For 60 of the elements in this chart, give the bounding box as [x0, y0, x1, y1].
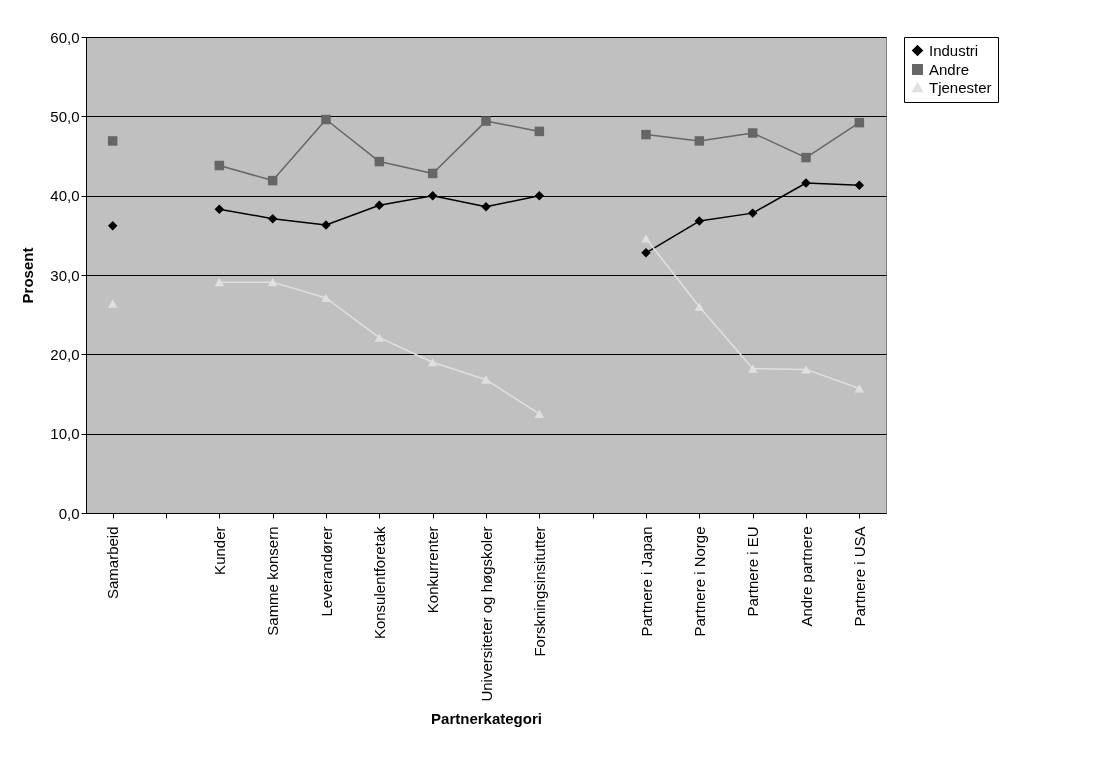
- x-tick-label: Partnere i EU: [744, 526, 762, 617]
- point: [534, 190, 545, 201]
- point: [481, 116, 491, 126]
- x-axis-title: Partnerkategori: [431, 709, 542, 727]
- x-tick-label: Kunder: [210, 526, 228, 575]
- point: [427, 358, 438, 367]
- point: [214, 160, 225, 171]
- legend-label: Industri: [929, 41, 979, 59]
- point: [801, 152, 811, 163]
- x-tick-label: Konkurrenter: [424, 526, 442, 614]
- point: [374, 156, 385, 167]
- point: [747, 128, 758, 138]
- point: [321, 293, 331, 303]
- point: [427, 190, 438, 201]
- point: [321, 114, 331, 125]
- x-tick-label: Universiteter og høgskoler: [477, 526, 495, 702]
- x-tick-label: Samme konsern: [264, 526, 282, 636]
- point: [641, 129, 651, 140]
- y-tick-label: 60,0: [50, 28, 80, 46]
- x-tick-label: Partnere i Norge: [690, 526, 708, 637]
- y-tick-label: 30,0: [50, 266, 80, 284]
- x-tick-label: Leverandører: [317, 526, 335, 617]
- x-tick-label: Konsulentforetak: [370, 526, 388, 640]
- point: [641, 234, 651, 243]
- point: [374, 200, 385, 210]
- y-tick-label: 50,0: [50, 107, 80, 125]
- point: [854, 117, 865, 128]
- legend-label: Tjenester: [929, 78, 992, 96]
- point: [427, 168, 438, 179]
- x-tick-label: Andre partnere: [797, 526, 815, 627]
- legend-label: Andre: [929, 60, 970, 78]
- point: [107, 221, 118, 231]
- point: [267, 278, 278, 287]
- point: [694, 216, 705, 226]
- y-tick-label: 10,0: [50, 425, 80, 443]
- point: [107, 136, 118, 146]
- point: [267, 175, 278, 186]
- point: [107, 299, 118, 308]
- point: [854, 180, 865, 191]
- point: [747, 364, 758, 373]
- x-tick-label: Partnere i USA: [850, 526, 868, 627]
- point: [534, 409, 545, 418]
- x-tick-label: Partnere i Japan: [637, 526, 655, 637]
- point: [214, 204, 225, 214]
- y-tick-label: 40,0: [50, 187, 80, 205]
- point: [694, 136, 705, 146]
- point: [374, 333, 385, 342]
- x-tick-label: Forskningsinsitutter: [530, 526, 548, 657]
- point: [747, 208, 758, 218]
- point: [694, 302, 705, 311]
- point: [267, 213, 278, 224]
- y-axis-title: Prosent: [19, 247, 37, 304]
- point: [534, 126, 545, 137]
- point: [801, 365, 811, 374]
- y-tick-label: 20,0: [50, 345, 80, 363]
- y-tick-label: 0,0: [58, 504, 80, 522]
- x-tick-label: Samarbeid: [104, 526, 122, 600]
- point: [214, 278, 225, 287]
- point: [854, 384, 865, 393]
- point: [481, 375, 491, 384]
